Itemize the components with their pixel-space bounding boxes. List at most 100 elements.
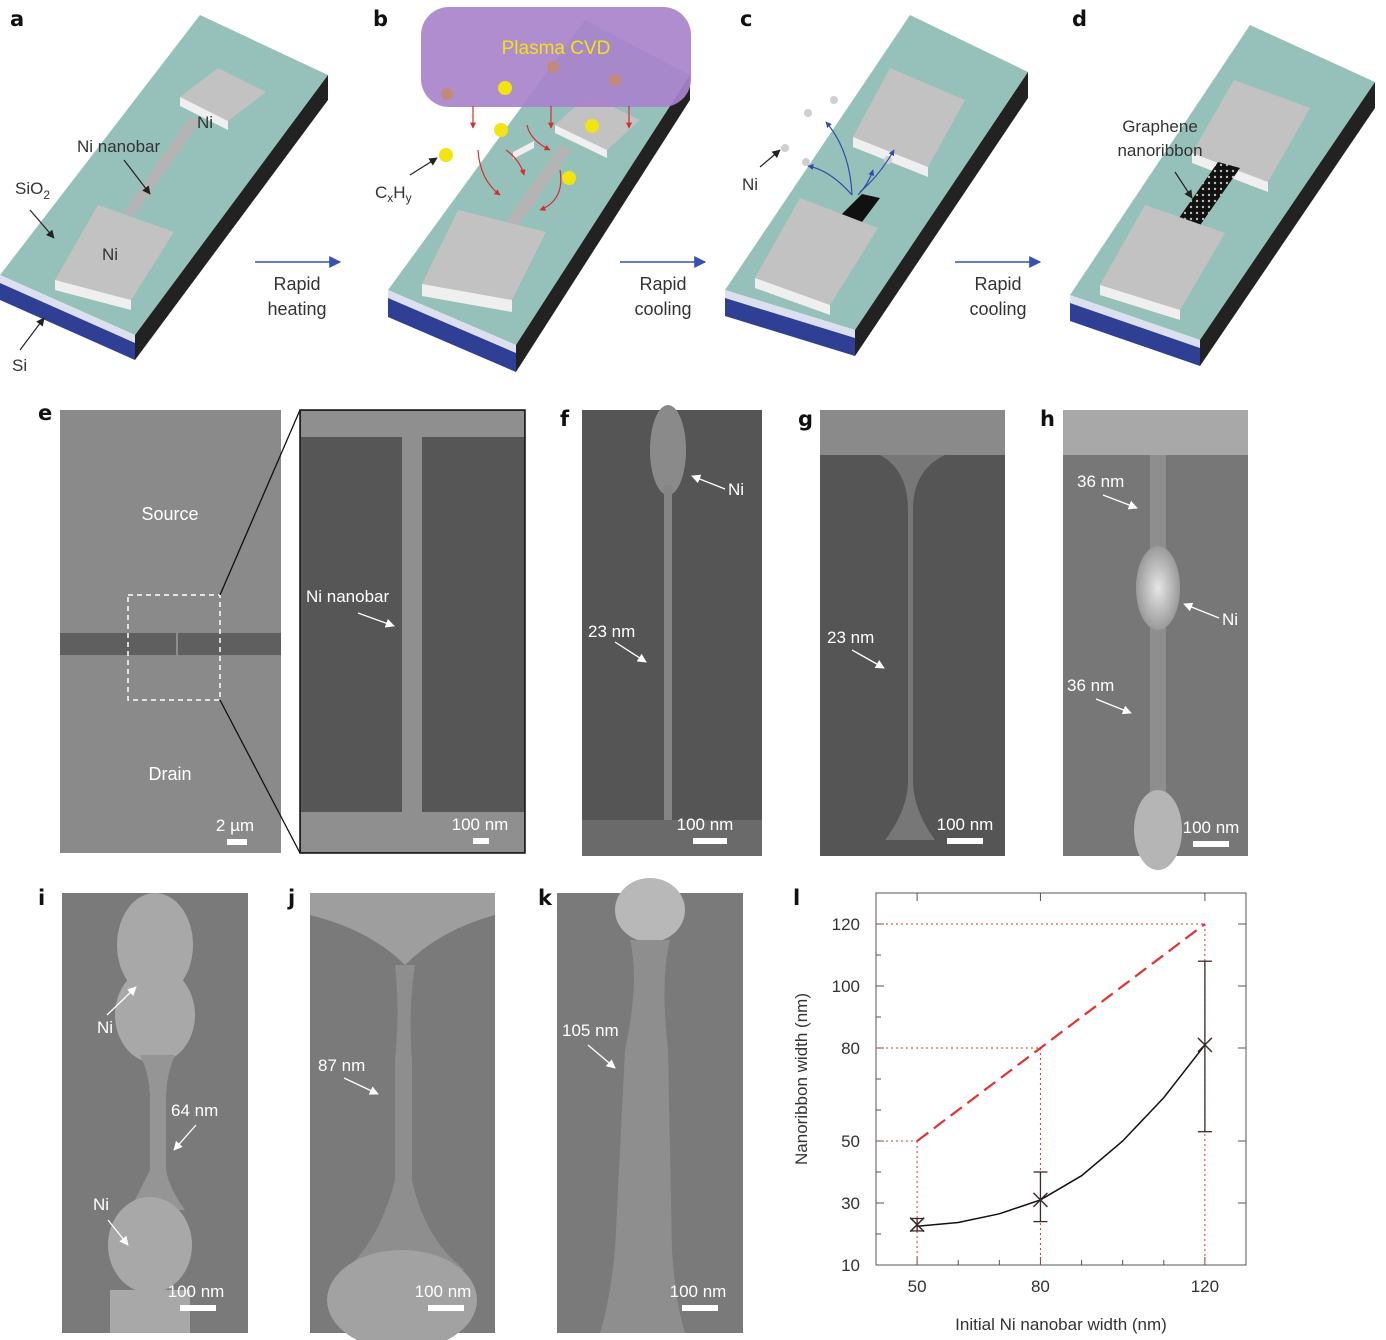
panel-label-e: e <box>38 401 52 425</box>
scale-bar-label: 100 nm <box>168 1282 225 1301</box>
panel-label-f: f <box>560 407 570 431</box>
x-tick-label: 80 <box>1031 1277 1050 1296</box>
evaporation-arrows <box>807 121 895 196</box>
ni-pad-bottom <box>55 205 174 300</box>
pointer-arrow <box>357 612 395 628</box>
pointer-arrow <box>587 1044 616 1069</box>
label-graphene: Graphene <box>1122 117 1198 136</box>
scale-bar-label: 100 nm <box>677 815 734 834</box>
chart-ticks: 50 80 120 10 30 50 80 100 120 <box>832 892 1247 1296</box>
pointer-arrow <box>409 157 438 176</box>
ni-pad-top <box>853 68 965 167</box>
scale-bar-label: 100 nm <box>937 815 994 834</box>
y-tick-label: 50 <box>841 1132 860 1151</box>
scale-bar <box>180 1305 216 1311</box>
pointer-arrow <box>19 317 45 351</box>
arrow-label: Rapid <box>273 274 320 294</box>
panel-j: j 87 nm 100 nm <box>287 886 495 1340</box>
y-tick-label: 30 <box>841 1194 860 1213</box>
process-arrow-cooling-2: Rapid cooling <box>955 256 1042 319</box>
label-ni-top: Ni <box>97 1018 113 1037</box>
label-drain: Drain <box>148 764 191 784</box>
label-ni: Ni <box>1222 610 1238 629</box>
label-width: 23 nm <box>588 622 635 641</box>
scale-bar-label: 100 nm <box>415 1282 472 1301</box>
nanoribbon <box>345 965 465 1270</box>
label-si: Si <box>12 356 27 375</box>
scale-bar-label: 100 nm <box>1183 818 1240 837</box>
scale-bar <box>1193 841 1229 847</box>
pointer-arrow <box>106 986 137 1016</box>
graphene-nanoribbon <box>1172 162 1240 234</box>
label-ni-bottom: Ni <box>102 245 118 264</box>
channel-gap <box>60 633 281 655</box>
panel-label-d: d <box>1072 7 1087 31</box>
ni-segment <box>117 893 193 997</box>
panel-e: e Source Drain 2 µm Ni nanobar 100 nm <box>38 401 526 854</box>
fit-curve-line <box>917 1044 1206 1228</box>
arrow-label: cooling <box>634 299 691 319</box>
pointer-arrow <box>1183 602 1220 619</box>
scale-bar <box>693 838 727 844</box>
pointer-arrow <box>343 1077 379 1095</box>
arrow-label: cooling <box>969 299 1026 319</box>
panel-label-j: j <box>287 886 295 910</box>
ni-segment <box>650 405 686 495</box>
data-point-marker <box>1032 1192 1048 1208</box>
panel-label-i: i <box>38 886 45 910</box>
label-plasma-cvd: Plasma CVD <box>502 38 611 59</box>
scale-bar <box>947 838 983 844</box>
label-ni-top: Ni <box>197 113 213 132</box>
label-cxhy: CxHy <box>375 183 412 205</box>
x-tick-label: 50 <box>908 1277 927 1296</box>
label-width: 23 nm <box>827 628 874 647</box>
panel-h: h 36 nm Ni 36 nm 100 nm <box>1040 407 1248 870</box>
graphene-nucleus <box>838 194 880 222</box>
pointer-arrow <box>123 159 151 195</box>
pointer-arrow <box>1095 698 1132 715</box>
nanoribbon <box>664 485 672 820</box>
ideal-line <box>916 923 1206 1142</box>
label-width-top: 36 nm <box>1077 472 1124 491</box>
pointer-arrow <box>614 641 647 663</box>
panel-d: d Graphene nanoribbon <box>1070 7 1375 366</box>
label-ni-nanobar: Ni nanobar <box>77 137 161 156</box>
label-sio2: SiO2 <box>15 179 50 202</box>
ni-segment <box>108 1197 192 1293</box>
label-ni-nanobar: Ni nanobar <box>306 587 390 606</box>
panel-a: a Ni Ni Ni nanobar SiO2 Si <box>0 7 328 375</box>
si-substrate <box>725 298 855 356</box>
ni-pad-bottom <box>755 198 878 305</box>
scale-bar <box>227 839 247 845</box>
panel-c: c Ni <box>725 7 1028 356</box>
panel-label-k: k <box>538 886 553 910</box>
data-point-marker <box>1197 1037 1213 1053</box>
ideal-dashed-line <box>916 923 1206 1142</box>
ni-segment <box>615 878 685 942</box>
ni-segment <box>1136 546 1180 630</box>
scale-bar <box>473 838 489 844</box>
pointer-arrow <box>759 149 781 168</box>
label-source: Source <box>141 504 198 524</box>
pointer-arrow <box>691 474 726 490</box>
panel-label-g: g <box>798 407 813 431</box>
panel-f: f Ni 23 nm 100 nm <box>560 405 762 856</box>
pointer-arrow <box>107 1219 129 1246</box>
panel-b: b Plasma CVD <box>373 7 691 372</box>
fit-curve <box>917 1044 1206 1228</box>
label-width: 105 nm <box>562 1021 619 1040</box>
y-tick-label: 100 <box>832 977 860 996</box>
si-substrate <box>1070 303 1200 366</box>
zoom-box <box>127 594 221 701</box>
nanoribbon <box>600 940 685 1333</box>
scale-bar <box>682 1305 718 1311</box>
arrow-label: heating <box>267 299 326 319</box>
y-tick-label: 80 <box>841 1039 860 1058</box>
data-points <box>909 960 1213 1233</box>
ni-nanobar-image <box>402 437 422 812</box>
y-axis-label: Nanoribbon width (nm) <box>792 993 811 1165</box>
zoom-connector <box>219 409 301 596</box>
ni-pad-bottom <box>1100 205 1225 310</box>
label-ni: Ni <box>728 480 744 499</box>
